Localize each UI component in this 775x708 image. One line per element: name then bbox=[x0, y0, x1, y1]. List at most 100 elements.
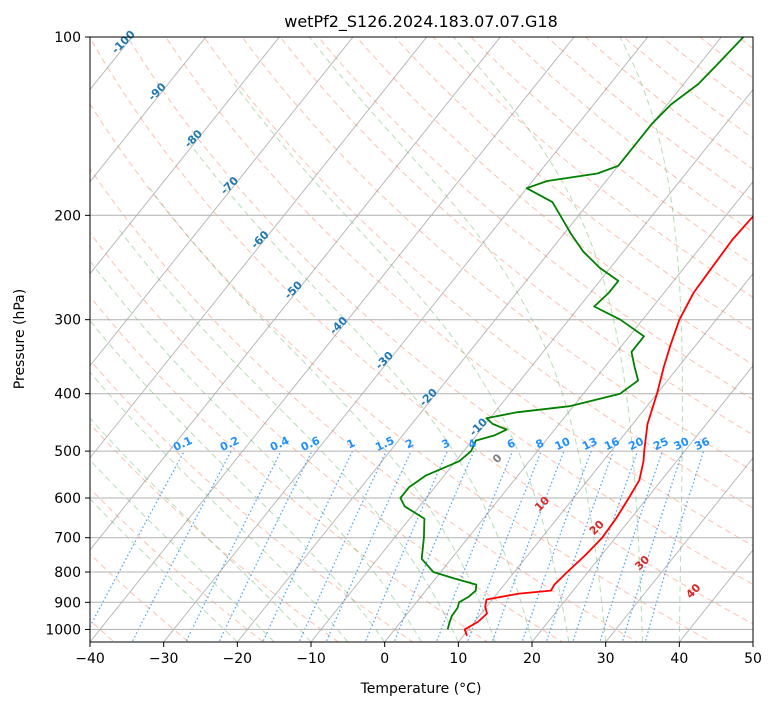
mixing-ratio-line bbox=[435, 450, 514, 642]
isotherm-line bbox=[457, 272, 753, 642]
dry-adiabat-line bbox=[90, 359, 414, 642]
line-labels: 0.1 0.2 0.4 0.6 1 1.5 2 3 4 6 8 10 13 16 20 25 30 36-100-… bbox=[109, 28, 712, 602]
plot-frame bbox=[89, 36, 754, 643]
mixing-ratio-line bbox=[262, 450, 354, 642]
dry-adiabat-line bbox=[470, 37, 753, 266]
y-axis-title: Pressure (hPa) bbox=[12, 289, 28, 389]
moist-adiabat-label: 40 bbox=[683, 581, 703, 601]
isotherm-line bbox=[384, 180, 753, 642]
moist-adiabat-line bbox=[90, 417, 312, 642]
dry-adiabat-line bbox=[90, 487, 265, 642]
dry-adiabat-label: -60 bbox=[248, 228, 271, 251]
mixing-ratio-label: 3 bbox=[440, 436, 452, 451]
mixing-ratio-line bbox=[521, 450, 592, 642]
x-tick-label: 20 bbox=[523, 651, 541, 667]
isotherm-line bbox=[90, 37, 575, 642]
grid-lines bbox=[0, 10, 753, 654]
y-tick-label: 400 bbox=[54, 387, 81, 403]
moist-adiabat-line bbox=[309, 37, 607, 642]
y-tick-label: 900 bbox=[54, 595, 81, 611]
dry-adiabat-line bbox=[394, 37, 753, 332]
moist-adiabat-label: 30 bbox=[632, 553, 652, 573]
x-tick-label: −20 bbox=[223, 651, 253, 667]
mixing-ratio-line bbox=[466, 450, 542, 642]
dry-adiabat-line bbox=[699, 37, 753, 79]
dry-adiabat-line bbox=[203, 37, 753, 509]
dry-adiabat-line bbox=[741, 10, 775, 654]
y-tick-label: 100 bbox=[54, 30, 81, 46]
isotherm-line bbox=[0, 10, 6, 654]
dry-adiabat-line bbox=[90, 103, 713, 642]
moist-adiabat-line bbox=[90, 498, 238, 642]
x-tick-label: −10 bbox=[296, 651, 326, 667]
isotherm-line bbox=[605, 457, 753, 642]
moist-adiabat-line bbox=[117, 227, 459, 642]
moist-adiabat-line bbox=[90, 319, 386, 642]
isotherm-line bbox=[310, 88, 753, 642]
dry-adiabat-line bbox=[355, 37, 753, 366]
isotherm-line bbox=[90, 37, 207, 183]
y-tick-label: 500 bbox=[54, 444, 81, 460]
mixing-ratio-label: 6 bbox=[505, 436, 518, 451]
dry-adiabat-line bbox=[90, 167, 639, 642]
x-tick-label: −40 bbox=[75, 651, 105, 667]
moist-adiabat-line bbox=[90, 459, 275, 642]
y-tick-label: 1000 bbox=[45, 622, 81, 638]
isotherm-line bbox=[90, 37, 354, 367]
dry-adiabat-label: -30 bbox=[373, 349, 396, 372]
moist-adiabat-line bbox=[149, 187, 496, 642]
dewpoint-line bbox=[399, 37, 745, 630]
mixing-ratio-label: 20 bbox=[627, 435, 647, 453]
moist-adiabat-line bbox=[233, 83, 570, 642]
mixing-ratio-label: 10 bbox=[553, 435, 573, 453]
x-tick-label: 10 bbox=[449, 651, 467, 667]
y-tick-label: 800 bbox=[54, 565, 81, 581]
x-tick-label: 50 bbox=[744, 651, 762, 667]
y-tick-label: 200 bbox=[54, 208, 81, 224]
dry-adiabat-line bbox=[90, 423, 340, 642]
x-tick-label: −30 bbox=[149, 651, 179, 667]
axes: −40 −30 −20 −10 0 10 20 30 40 5010020030040050060… bbox=[45, 30, 762, 667]
mixing-ratio-label: 30 bbox=[672, 435, 692, 453]
mixing-ratio-line bbox=[644, 450, 705, 642]
zero-label: 0 bbox=[490, 451, 505, 466]
dry-adiabat-label: -70 bbox=[218, 174, 241, 197]
moist-adiabat-line bbox=[90, 371, 349, 642]
mixing-ratio-label: 4 bbox=[466, 436, 479, 451]
mixing-ratio-label: 25 bbox=[651, 435, 670, 453]
y-tick-label: 600 bbox=[54, 491, 81, 507]
x-tick-label: 30 bbox=[597, 651, 615, 667]
mixing-ratio-line bbox=[599, 450, 663, 642]
moist-adiabat-line bbox=[187, 140, 533, 642]
dry-adiabat-line bbox=[432, 37, 753, 298]
isotherm-line bbox=[90, 37, 501, 551]
mixing-ratio-line bbox=[572, 450, 639, 642]
dry-adiabat-line bbox=[90, 231, 564, 642]
mixing-ratio-line bbox=[185, 450, 282, 642]
mixing-ratio-line bbox=[621, 450, 684, 642]
dry-adiabat-line bbox=[317, 37, 753, 401]
dry-adiabat-label: -80 bbox=[182, 127, 205, 150]
dry-adiabat-line bbox=[90, 295, 489, 642]
dry-adiabat-line bbox=[90, 37, 753, 625]
mixing-ratio-line bbox=[325, 450, 412, 642]
moist-adiabat-label: 10 bbox=[532, 494, 552, 514]
isotherm-line bbox=[90, 37, 280, 275]
dry-adiabat-label: -90 bbox=[146, 80, 169, 103]
mixing-ratio-label: 16 bbox=[602, 435, 622, 453]
y-tick-label: 700 bbox=[54, 531, 81, 547]
dry-adiabat-label: -50 bbox=[282, 278, 305, 301]
chart-title: wetPf2_S126.2024.183.07.07.G18 bbox=[284, 12, 558, 32]
isotherm-line bbox=[678, 549, 753, 642]
isotherm-line bbox=[752, 641, 753, 642]
mixing-ratio-line bbox=[90, 450, 185, 628]
moist-adiabat-line bbox=[453, 37, 643, 642]
isotherm-line bbox=[90, 37, 428, 459]
mixing-ratio-label: 36 bbox=[692, 435, 712, 453]
x-tick-label: 0 bbox=[380, 651, 389, 667]
mixing-ratio-line bbox=[491, 450, 565, 642]
mixing-ratio-label: 13 bbox=[580, 435, 599, 453]
mixing-ratio-line bbox=[393, 450, 475, 642]
sounding-profiles bbox=[399, 37, 753, 637]
